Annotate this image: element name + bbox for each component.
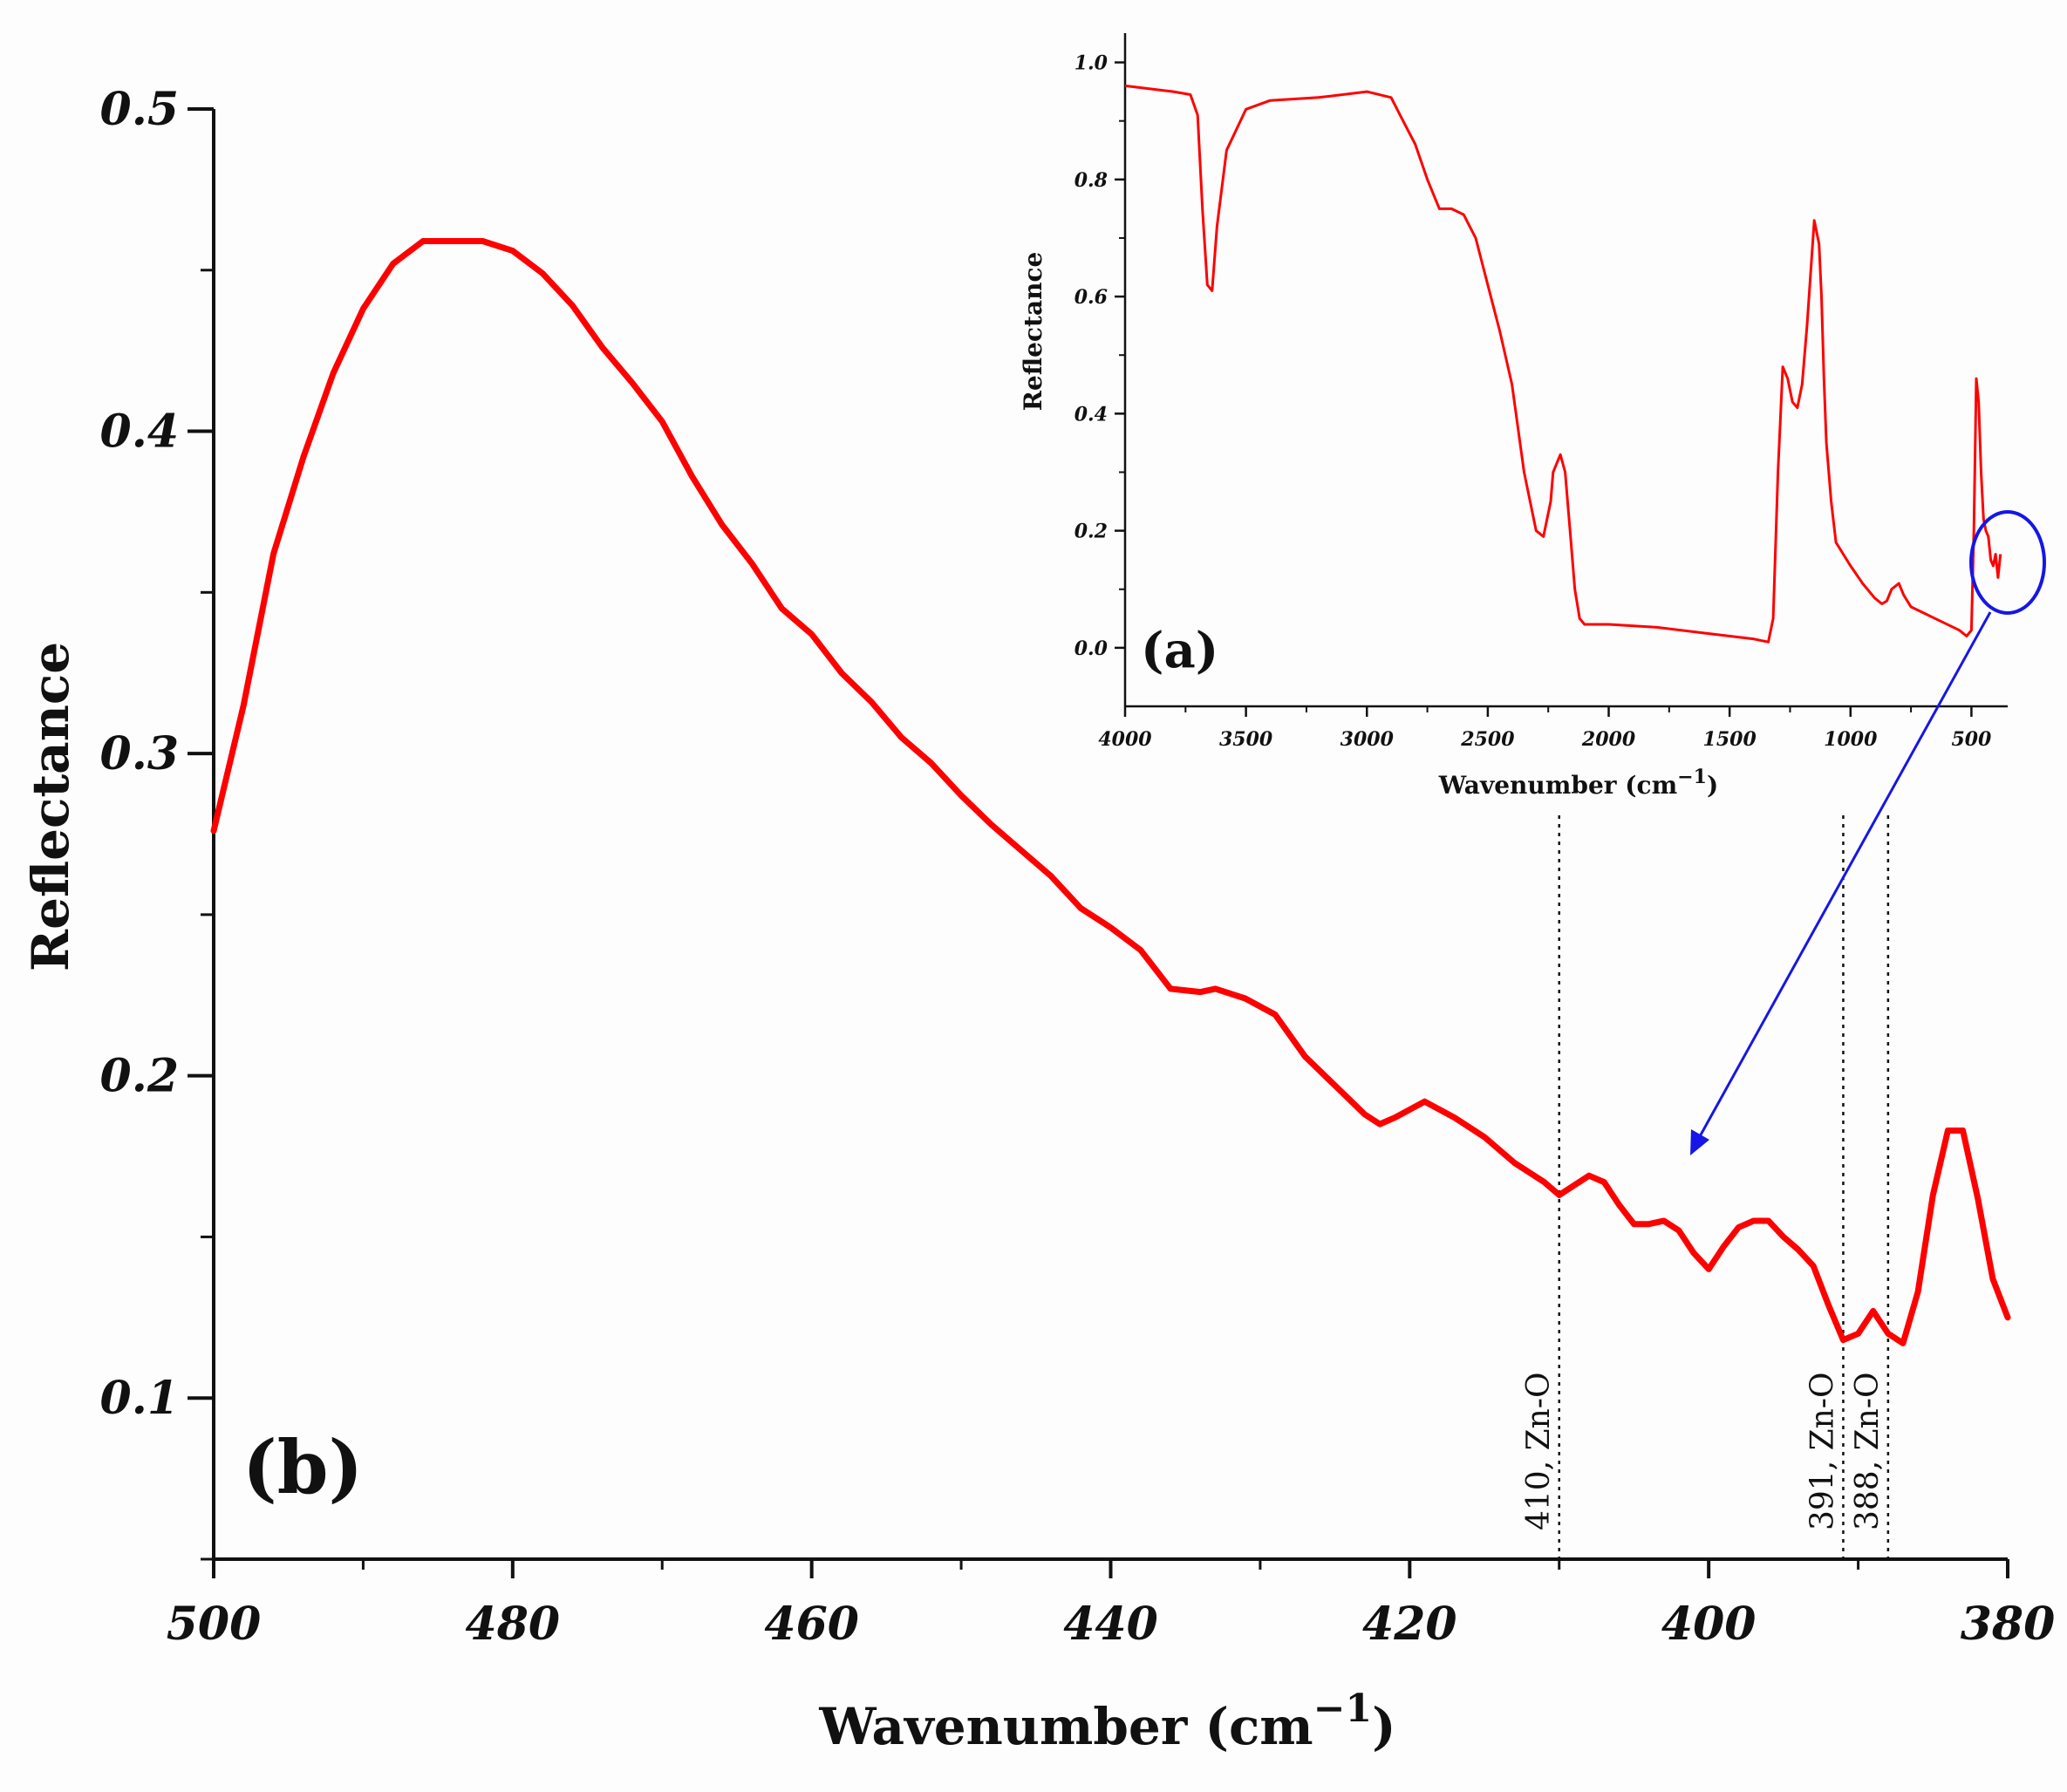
annotation-label: 410, Zn-O (1521, 1373, 1557, 1530)
inset-x-tick-label: 1000 (1824, 728, 1878, 751)
zoom-region-circle (1969, 510, 2046, 615)
main-x-tick-label: 440 (1063, 1598, 1158, 1651)
annotation-label: 388, Zn-O (1850, 1373, 1886, 1530)
inset-y-tick-label: 1.0 (1074, 52, 1109, 75)
main-y-tick-label: 0.2 (100, 1050, 179, 1103)
annotation-label: 391, Zn-O (1804, 1373, 1840, 1530)
panel-label-a: (a) (1141, 622, 1218, 679)
main-x-ticks: 500 480 460 440 420 400 380 (167, 1559, 2056, 1651)
inset-y-tick-label: 0.6 (1074, 286, 1108, 309)
main-x-tick-label: 460 (764, 1598, 859, 1651)
main-y-tick-label: 0.3 (100, 727, 179, 780)
inset-x-ticks: 4000 3500 3000 2500 2000 1500 1000 500 (1098, 706, 1992, 751)
inset-y-ticks: 0.0 0.2 0.4 0.6 0.8 1.0 (1074, 52, 1125, 660)
main-x-axis-title: Wavenumber (cm−1) (818, 1686, 1395, 1756)
main-y-tick-label: 0.1 (100, 1372, 179, 1425)
inset-x-tick-label: 3000 (1340, 728, 1395, 751)
main-x-tick-label: 380 (1961, 1598, 2056, 1651)
inset-x-tick-label: 1500 (1703, 728, 1757, 751)
inset-y-tick-label: 0.4 (1074, 403, 1108, 426)
inset-y-tick-label: 0.2 (1074, 521, 1108, 543)
main-plot: 500 480 460 440 420 400 380 0.1 0.2 0.3 0.4 0.5 41… (21, 83, 2055, 1756)
main-y-tick-label: 0.4 (100, 405, 179, 459)
main-x-tick-label: 420 (1362, 1598, 1457, 1651)
inset-y-axis-title: Reflectance (1019, 252, 1047, 412)
main-annotations: 410, Zn-O 391, Zn-O 388, Zn-O (1521, 815, 1890, 1559)
zoom-arrow (1690, 611, 1992, 1155)
inset-x-tick-label: 3500 (1219, 728, 1273, 751)
panel-label-b: (b) (242, 1424, 363, 1510)
inset-x-tick-label: 4000 (1098, 728, 1152, 751)
inset-plot: 4000 3500 3000 2500 2000 1500 1000 500 0.00.20.… (1019, 33, 2046, 800)
main-x-tick-label: 400 (1661, 1598, 1757, 1651)
main-x-tick-label: 500 (167, 1598, 262, 1651)
inset-x-tick-label: 500 (1951, 728, 1992, 751)
main-y-tick-label: 0.5 (100, 83, 179, 136)
inset-x-tick-label: 2500 (1460, 728, 1515, 751)
main-y-ticks: 0.1 0.2 0.3 0.4 0.5 (100, 83, 214, 1561)
main-series-line (210, 238, 2011, 1346)
inset-x-tick-label: 2000 (1581, 728, 1636, 751)
inset-y-tick-label: 0.8 (1074, 169, 1108, 192)
inset-series-line (1124, 84, 2002, 644)
inset-y-tick-label: 0.0 (1074, 637, 1109, 660)
inset-x-axis-title: Wavenumber (cm−1) (1438, 766, 1718, 800)
main-y-axis-title: Reflectance (21, 642, 80, 971)
main-x-tick-label: 480 (466, 1598, 561, 1651)
